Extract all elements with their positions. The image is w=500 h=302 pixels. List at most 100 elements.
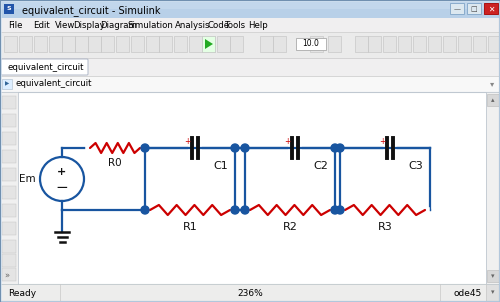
Bar bbox=[467, 3, 481, 14]
Polygon shape bbox=[205, 39, 213, 49]
Bar bbox=[0, 92, 500, 284]
Bar bbox=[2, 79, 12, 89]
Bar bbox=[2, 114, 16, 127]
Text: equivalent_circuit: equivalent_circuit bbox=[8, 63, 85, 72]
Bar bbox=[487, 94, 499, 106]
Text: ▾: ▾ bbox=[491, 289, 495, 295]
Text: Simulation: Simulation bbox=[127, 21, 173, 30]
Bar bbox=[398, 36, 411, 52]
Text: File: File bbox=[8, 21, 22, 30]
Bar bbox=[0, 32, 500, 58]
Bar bbox=[473, 36, 486, 52]
Bar bbox=[75, 36, 88, 52]
Bar bbox=[2, 240, 16, 253]
Text: R2: R2 bbox=[282, 222, 298, 232]
Text: Edit: Edit bbox=[33, 21, 50, 30]
Bar bbox=[484, 3, 498, 14]
Bar bbox=[2, 168, 16, 181]
Bar bbox=[0, 284, 500, 302]
Bar bbox=[428, 36, 441, 52]
Text: □: □ bbox=[470, 6, 478, 12]
Text: equivalent_circuit - Simulink: equivalent_circuit - Simulink bbox=[22, 5, 160, 16]
Text: ▾: ▾ bbox=[490, 79, 494, 88]
Text: Em: Em bbox=[20, 174, 36, 184]
Circle shape bbox=[241, 206, 249, 214]
FancyBboxPatch shape bbox=[1, 59, 88, 75]
Text: ▶: ▶ bbox=[5, 82, 9, 86]
Bar bbox=[4, 4, 14, 14]
Text: equivalent_circuit: equivalent_circuit bbox=[16, 79, 92, 88]
Circle shape bbox=[141, 144, 149, 152]
Text: —: — bbox=[454, 6, 460, 12]
Bar bbox=[383, 36, 396, 52]
Circle shape bbox=[336, 144, 344, 152]
Bar bbox=[273, 36, 286, 52]
Text: C2: C2 bbox=[313, 161, 328, 171]
Circle shape bbox=[331, 206, 339, 214]
Text: ✕: ✕ bbox=[488, 5, 494, 14]
Bar bbox=[174, 36, 187, 52]
Circle shape bbox=[231, 206, 239, 214]
Text: R3: R3 bbox=[378, 222, 392, 232]
Text: +: + bbox=[58, 167, 66, 177]
Circle shape bbox=[141, 206, 149, 214]
Bar bbox=[88, 36, 101, 52]
Text: Tools: Tools bbox=[225, 21, 246, 30]
Bar bbox=[310, 36, 323, 52]
Circle shape bbox=[336, 206, 344, 214]
Text: C1: C1 bbox=[213, 161, 228, 171]
Bar bbox=[2, 204, 16, 217]
Bar bbox=[443, 36, 456, 52]
Text: View: View bbox=[55, 21, 76, 30]
Text: ▴: ▴ bbox=[491, 97, 495, 103]
Bar bbox=[260, 36, 273, 52]
Bar bbox=[0, 0, 500, 18]
Bar bbox=[2, 186, 16, 199]
Text: Analysis: Analysis bbox=[175, 21, 210, 30]
Bar bbox=[2, 96, 16, 109]
Bar bbox=[202, 36, 215, 52]
Bar bbox=[0, 58, 500, 76]
Text: Display: Display bbox=[73, 21, 105, 30]
Bar bbox=[0, 18, 500, 32]
Text: »: » bbox=[4, 271, 9, 281]
Bar bbox=[487, 270, 499, 282]
Bar bbox=[486, 284, 500, 302]
Text: +: + bbox=[284, 137, 290, 146]
Bar bbox=[2, 132, 16, 145]
Text: ▾: ▾ bbox=[491, 273, 495, 279]
Text: Code: Code bbox=[208, 21, 230, 30]
Text: +: + bbox=[184, 137, 190, 146]
Text: Ready: Ready bbox=[8, 288, 36, 297]
Text: +: + bbox=[379, 137, 385, 146]
Bar bbox=[230, 36, 243, 52]
Bar bbox=[131, 36, 144, 52]
Text: C3: C3 bbox=[408, 161, 423, 171]
Bar bbox=[488, 36, 500, 52]
Bar bbox=[4, 36, 17, 52]
Bar bbox=[2, 150, 16, 163]
Bar bbox=[116, 36, 129, 52]
Bar bbox=[0, 92, 500, 284]
Bar bbox=[101, 36, 114, 52]
Text: −: − bbox=[56, 179, 68, 194]
Bar bbox=[217, 36, 230, 52]
Bar bbox=[34, 36, 47, 52]
Bar bbox=[2, 268, 16, 281]
Bar bbox=[0, 0, 500, 9]
Bar bbox=[328, 36, 341, 52]
Bar bbox=[146, 36, 159, 52]
Bar bbox=[486, 92, 500, 284]
Bar bbox=[49, 36, 62, 52]
Bar bbox=[19, 36, 32, 52]
Bar bbox=[458, 36, 471, 52]
Circle shape bbox=[231, 144, 239, 152]
Bar bbox=[62, 36, 75, 52]
Bar bbox=[413, 36, 426, 52]
Bar bbox=[2, 254, 16, 267]
Text: R1: R1 bbox=[182, 222, 198, 232]
Bar bbox=[368, 36, 381, 52]
Bar bbox=[159, 36, 172, 52]
Text: 10.0: 10.0 bbox=[302, 40, 320, 49]
Text: ode45: ode45 bbox=[454, 288, 482, 297]
